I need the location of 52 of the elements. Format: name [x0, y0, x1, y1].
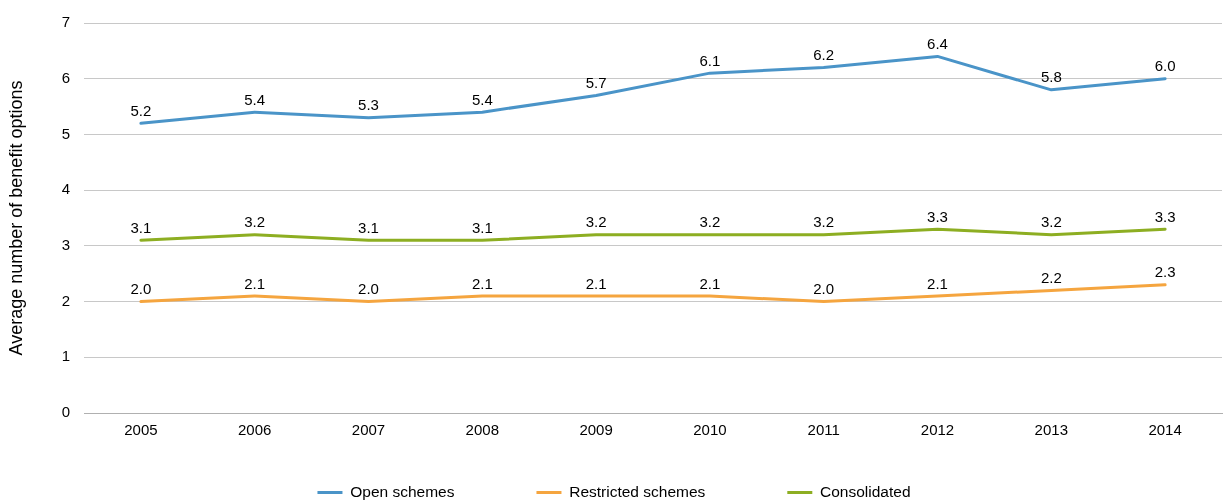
data-label: 2.0: [813, 280, 835, 298]
data-label: 6.2: [813, 46, 835, 64]
y-tick-label: 4: [61, 180, 70, 198]
y-tick-label: 5: [61, 124, 70, 142]
y-tick-label: 2: [61, 291, 70, 309]
data-label: 3.2: [1040, 213, 1062, 231]
x-tick-label: 2010: [693, 421, 727, 439]
data-label: 6.1: [699, 51, 721, 69]
x-tick-label: 2009: [579, 421, 613, 439]
data-label: 3.3: [1154, 207, 1176, 225]
x-tick-label: 2008: [465, 421, 499, 439]
data-label: 2.1: [244, 274, 266, 292]
y-tick-label: 7: [61, 13, 70, 31]
x-tick-label: 2014: [1148, 421, 1182, 439]
data-label: 3.2: [699, 213, 721, 231]
y-tick-label: 6: [61, 68, 70, 86]
data-label: 5.7: [585, 74, 607, 92]
data-label: 2.1: [585, 274, 607, 292]
data-label: 3.2: [585, 213, 607, 231]
legend-label: Open schemes: [350, 482, 455, 500]
data-label: 5.4: [471, 90, 493, 108]
x-tick-label: 2013: [1034, 421, 1068, 439]
data-label: 5.2: [130, 101, 152, 119]
data-label: 2.0: [358, 280, 379, 298]
data-label: 3.2: [813, 213, 835, 231]
y-tick-label: 0: [61, 403, 70, 421]
data-label: 5.4: [244, 90, 266, 108]
x-tick-label: 2006: [238, 421, 272, 439]
x-tick-label: 2012: [920, 421, 955, 439]
data-label: 2.1: [471, 274, 493, 292]
data-label: 5.8: [1040, 68, 1062, 86]
data-label: 3.1: [358, 218, 379, 236]
data-label: 3.1: [130, 218, 152, 236]
data-label: 3.1: [471, 218, 493, 236]
legend-label: Restricted schemes: [569, 482, 706, 500]
x-tick-label: 2011: [807, 421, 840, 439]
data-label: 2.0: [130, 280, 152, 298]
data-label: 2.1: [927, 274, 948, 292]
data-label: 3.3: [927, 207, 948, 225]
data-label: 3.2: [244, 213, 266, 231]
y-tick-label: 3: [61, 236, 70, 253]
data-label: 2.3: [1154, 263, 1176, 281]
x-tick-label: 2005: [124, 421, 158, 439]
y-axis-title: Average number of benefit options: [5, 80, 26, 356]
data-label: 6.4: [927, 35, 948, 53]
y-tick-label: 1: [61, 347, 70, 365]
data-label: 2.1: [699, 274, 721, 292]
legend-label: Consolidated: [820, 482, 911, 500]
data-label: 5.3: [358, 96, 379, 114]
x-tick-label: 2007: [351, 421, 386, 439]
data-label: 6.0: [1154, 57, 1176, 75]
data-label: 2.2: [1040, 269, 1062, 287]
